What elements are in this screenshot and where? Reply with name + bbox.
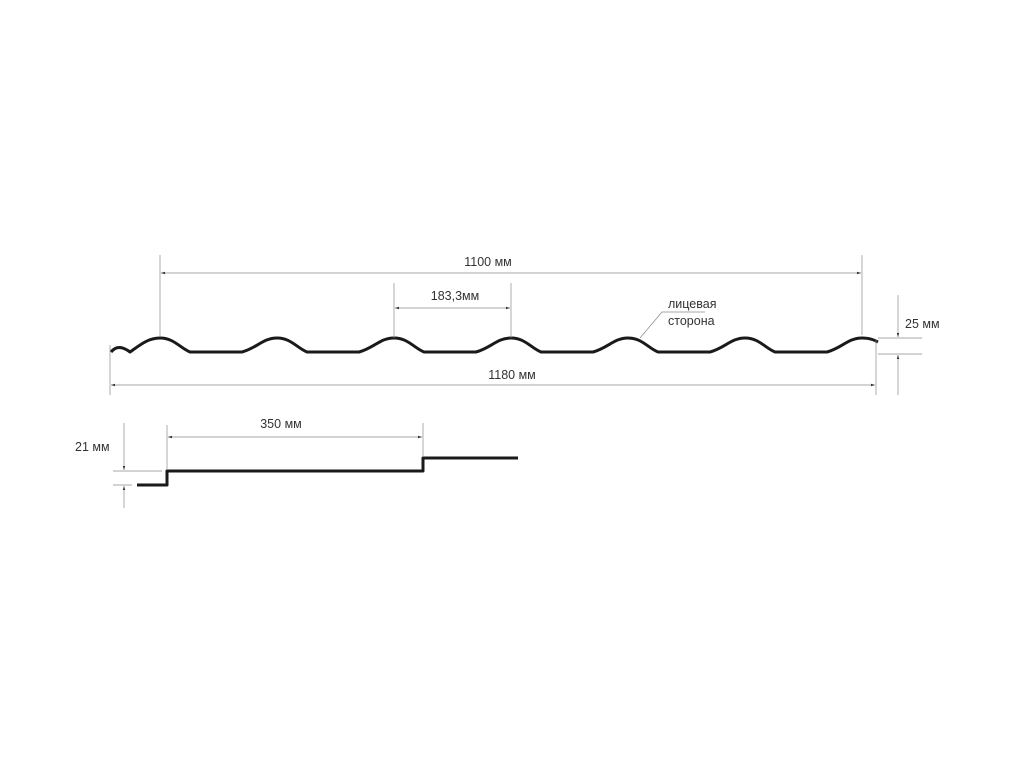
face-side-label-line1: лицевая	[668, 297, 716, 311]
leader-line	[639, 311, 705, 339]
dimension-label-wave-height: 25 мм	[905, 317, 940, 331]
metal-tile-wave-profile	[109, 336, 879, 354]
metal-tile-step-profile	[137, 456, 518, 487]
face-side-label-line2: сторона	[668, 314, 715, 328]
dimension-label-350: 350 мм	[260, 417, 302, 431]
dimension-label-1100: 1100 мм	[464, 255, 512, 269]
dimension-label-wave-step: 183,3мм	[431, 289, 479, 303]
dimension-label-1180: 1180 мм	[488, 368, 536, 382]
dimension-label-step-height: 21 мм	[75, 440, 110, 454]
